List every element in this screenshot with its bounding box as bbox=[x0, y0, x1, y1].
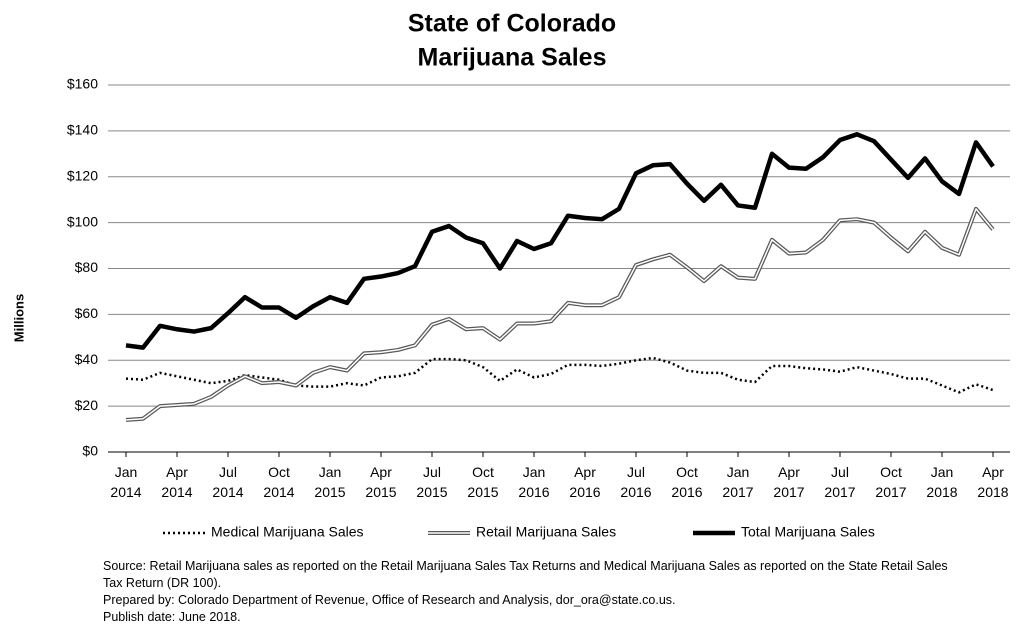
x-tick-label: Apr 2016 bbox=[569, 464, 600, 500]
x-tick-label: Apr 2015 bbox=[365, 464, 396, 500]
chart-title: State of Colorado bbox=[408, 10, 616, 38]
legend-label: Retail Marijuana Sales bbox=[476, 524, 616, 540]
footnote: Prepared by: Colorado Department of Reve… bbox=[103, 593, 676, 607]
y-tick-label: $60 bbox=[75, 305, 99, 321]
y-tick-label: $160 bbox=[67, 76, 98, 92]
y-tick-label: $80 bbox=[75, 259, 99, 275]
x-tick-label: Jul 2016 bbox=[620, 464, 651, 500]
x-tick-label: Oct 2016 bbox=[671, 464, 702, 500]
x-tick-label: Jan 2014 bbox=[110, 464, 141, 500]
x-tick-label: Jan 2017 bbox=[722, 464, 753, 500]
x-tick-label: Jan 2018 bbox=[926, 464, 957, 500]
x-tick-label: Apr 2014 bbox=[161, 464, 192, 500]
x-tick-label: Jul 2014 bbox=[212, 464, 243, 500]
y-tick-label: $140 bbox=[67, 122, 98, 138]
x-tick-label: Jul 2015 bbox=[416, 464, 447, 500]
chart-title: Marijuana Sales bbox=[418, 44, 607, 72]
x-tick-label: Apr 2018 bbox=[977, 464, 1008, 500]
series-line bbox=[125, 132, 995, 350]
x-tick-label: Jan 2015 bbox=[314, 464, 345, 500]
x-tick-label: Oct 2015 bbox=[467, 464, 498, 500]
y-tick-label: $20 bbox=[75, 397, 99, 413]
y-tick-label: $40 bbox=[75, 351, 99, 367]
y-tick-label: $100 bbox=[67, 213, 98, 229]
series-line bbox=[125, 356, 994, 394]
x-tick-label: Jan 2016 bbox=[518, 464, 549, 500]
x-tick-label: Oct 2017 bbox=[875, 464, 906, 500]
footnote: Tax Return (DR 100). bbox=[103, 576, 221, 590]
footnote: Source: Retail Marijuana sales as report… bbox=[103, 559, 948, 573]
x-tick-label: Apr 2017 bbox=[773, 464, 804, 500]
footnote: Publish date: June 2018. bbox=[103, 610, 241, 624]
y-axis-label: Millions bbox=[11, 294, 26, 342]
x-tick-label: Oct 2014 bbox=[263, 464, 294, 500]
legend-label: Medical Marijuana Sales bbox=[211, 524, 364, 540]
y-tick-label: $0 bbox=[82, 443, 98, 459]
legend-label: Total Marijuana Sales bbox=[741, 524, 875, 540]
series-line-inner bbox=[125, 208, 994, 421]
x-tick-label: Jul 2017 bbox=[824, 464, 855, 500]
y-tick-label: $120 bbox=[67, 167, 98, 183]
